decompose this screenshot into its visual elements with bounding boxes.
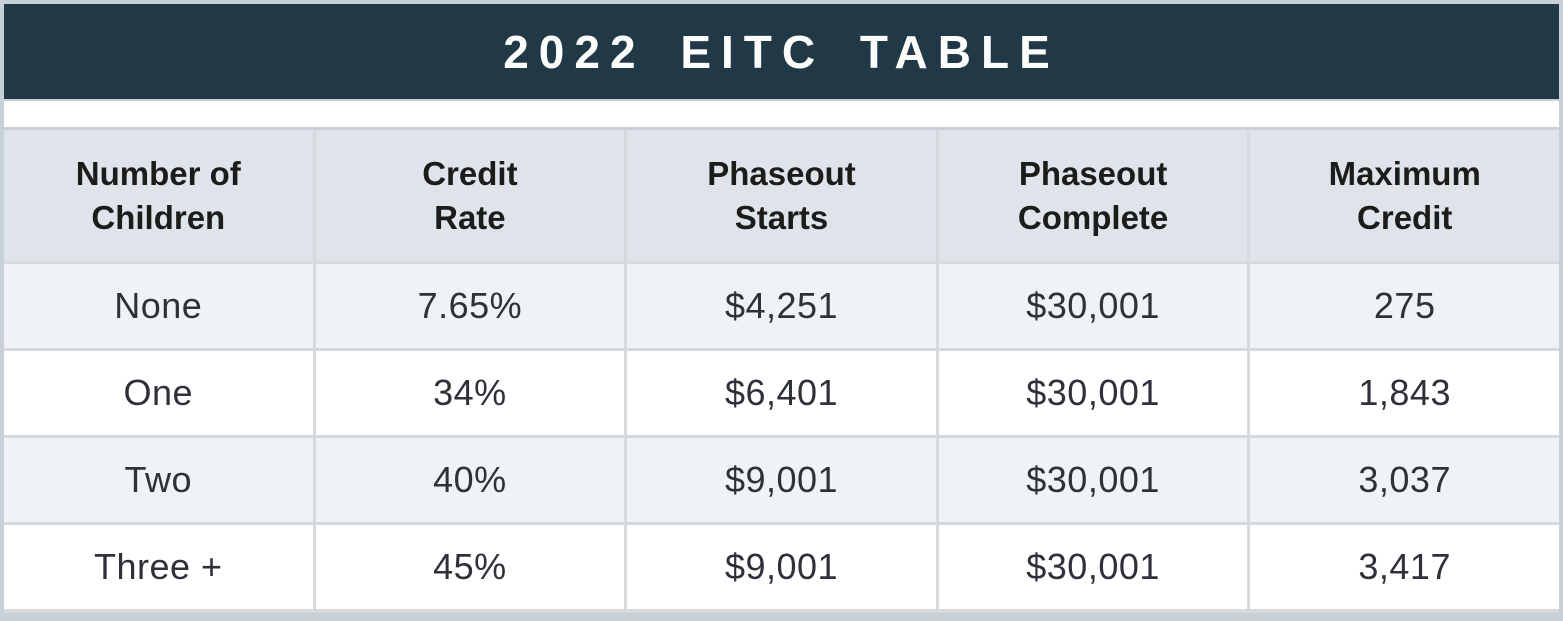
cell-phaseout-starts: $6,401 [627, 351, 936, 435]
cell-credit-rate: 45% [315, 525, 625, 609]
cell-maximum-credit: 3,417 [1250, 525, 1559, 609]
column-header-credit-rate: Credit Rate [315, 130, 625, 261]
title-gap-spacer [4, 101, 1559, 127]
cell-credit-rate: 7.65% [315, 264, 625, 348]
eitc-data-table: Number of Children Credit Rate Phaseout … [4, 130, 1559, 613]
cell-phaseout-complete: $30,001 [938, 525, 1248, 609]
cell-maximum-credit: 275 [1250, 264, 1559, 348]
column-header-phaseout-complete: Phaseout Complete [938, 130, 1248, 261]
cell-phaseout-complete: $30,001 [938, 438, 1248, 522]
page-title: 2022 EITC TABLE [503, 25, 1060, 78]
cell-phaseout-starts: $9,001 [627, 525, 936, 609]
column-header-maximum-credit: Maximum Credit [1250, 130, 1559, 261]
cell-children-count: Two [4, 438, 313, 522]
title-bar: 2022 EITC TABLE [4, 4, 1559, 99]
cell-phaseout-complete: $30,001 [938, 264, 1248, 348]
cell-phaseout-complete: $30,001 [938, 351, 1248, 435]
cell-phaseout-starts: $9,001 [627, 438, 936, 522]
column-header-phaseout-starts: Phaseout Starts [627, 130, 936, 261]
column-header-number-of-children: Number of Children [4, 130, 313, 261]
cell-maximum-credit: 1,843 [1250, 351, 1559, 435]
cell-children-count: One [4, 351, 313, 435]
cell-credit-rate: 34% [315, 351, 625, 435]
cell-maximum-credit: 3,037 [1250, 438, 1559, 522]
cell-children-count: Three + [4, 525, 313, 609]
cell-children-count: None [4, 264, 313, 348]
cell-credit-rate: 40% [315, 438, 625, 522]
cell-phaseout-starts: $4,251 [627, 264, 936, 348]
